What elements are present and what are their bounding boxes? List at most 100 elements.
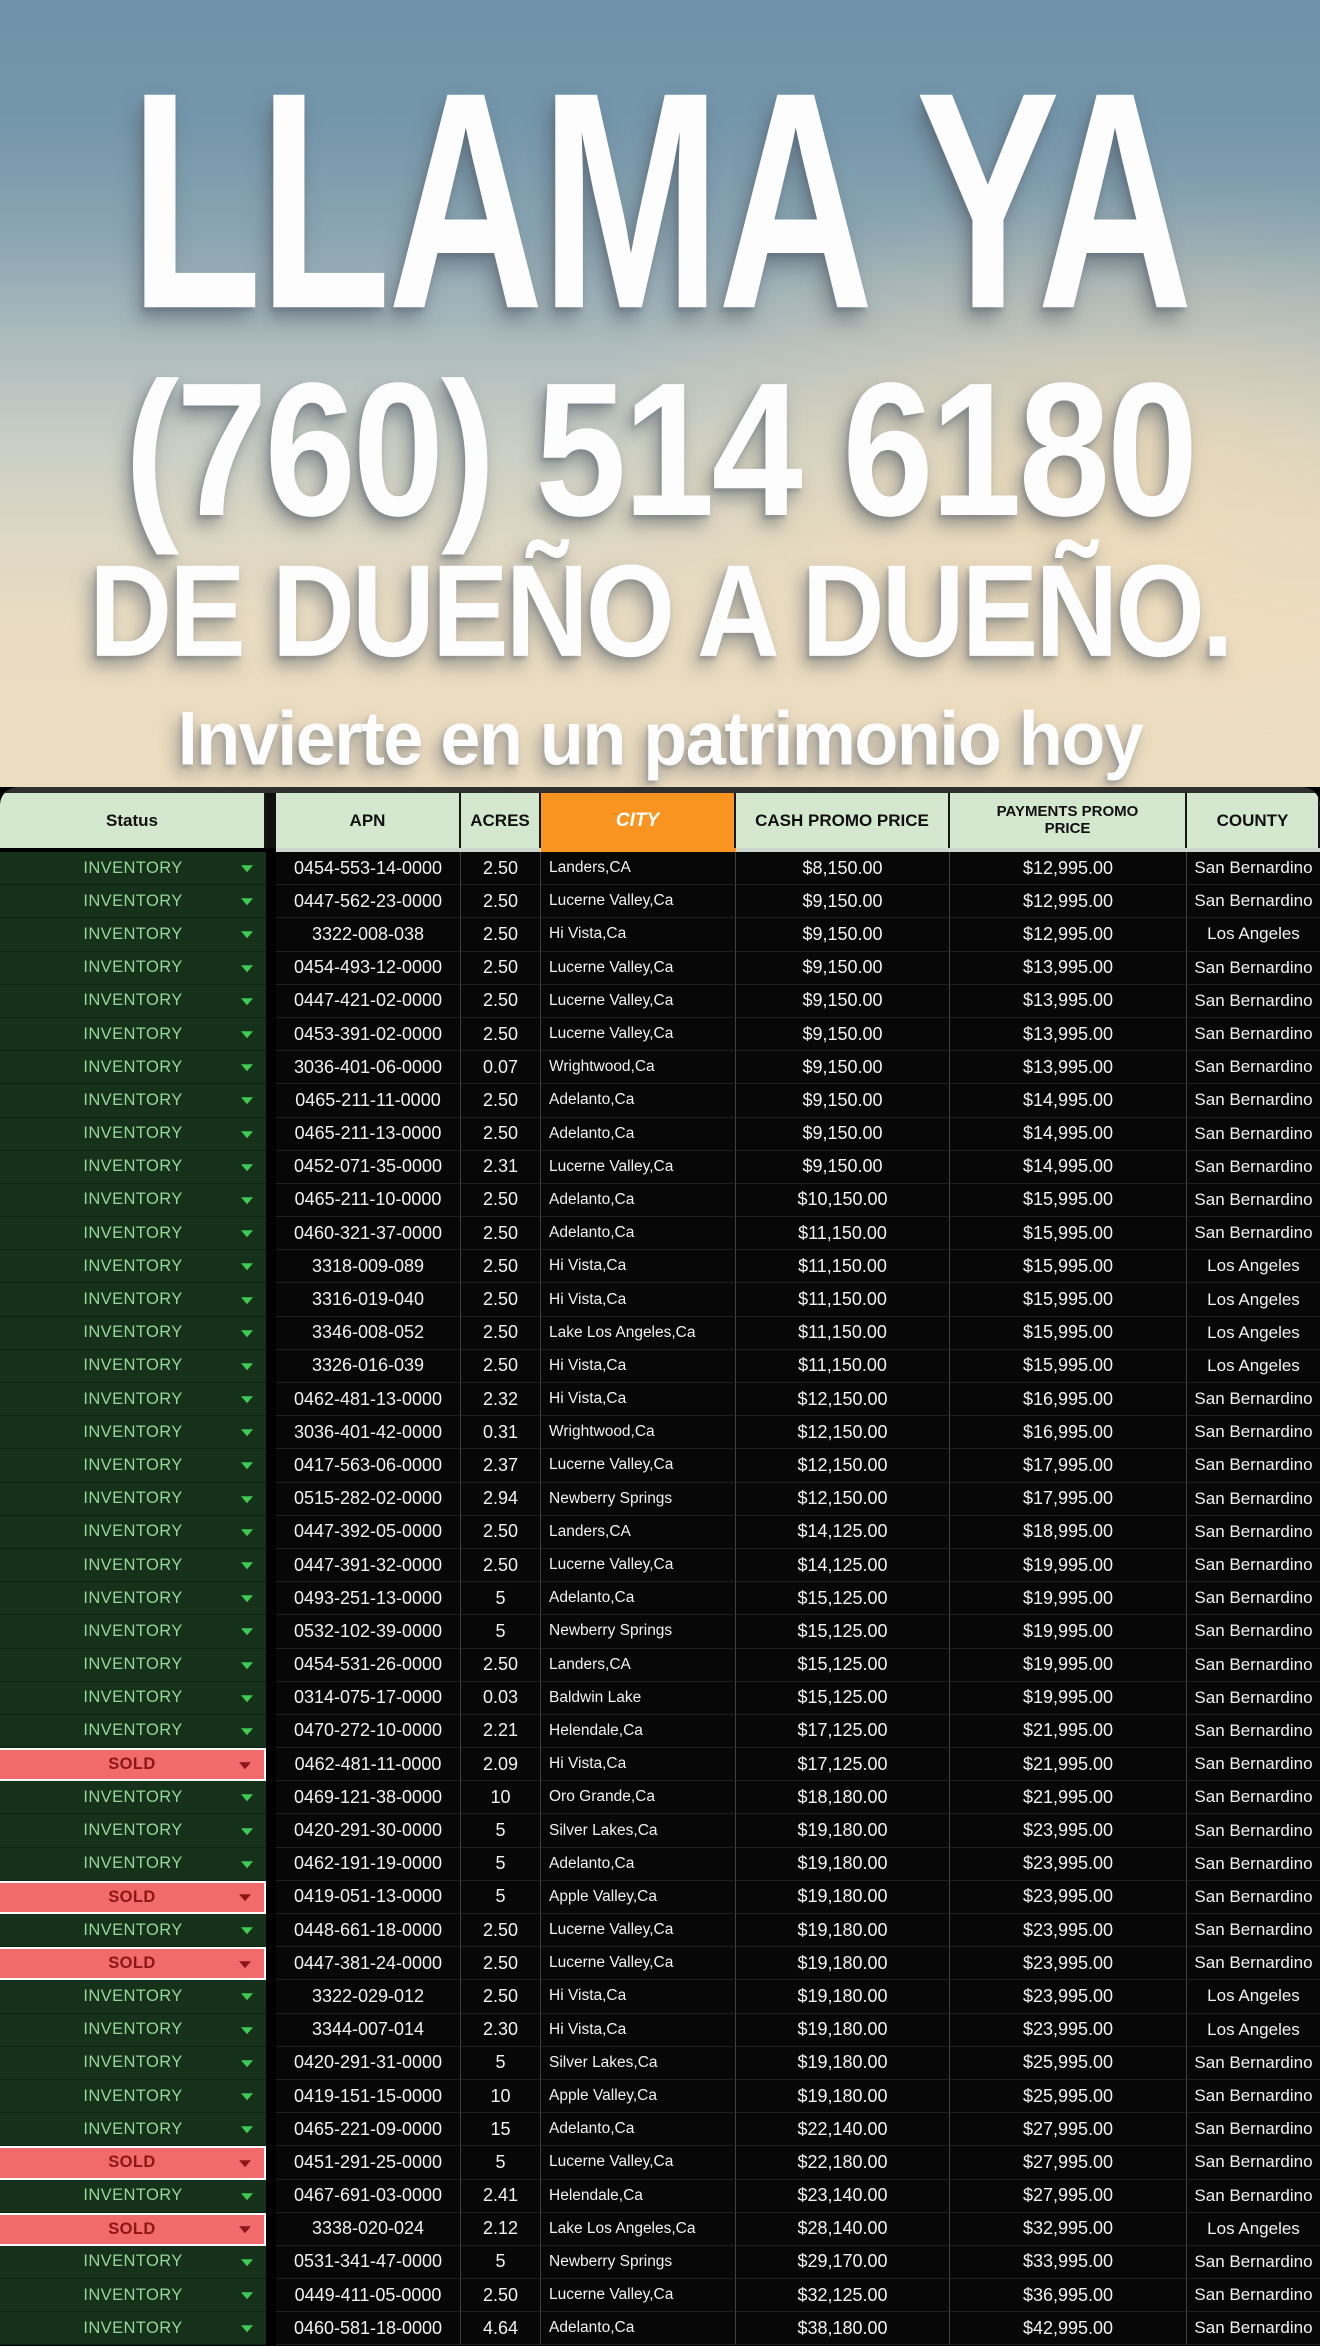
status-cell[interactable]: INVENTORY [0,2046,266,2080]
status-cell[interactable]: INVENTORY [0,1548,266,1583]
status-cell[interactable]: INVENTORY [0,1814,266,1848]
dropdown-arrow-icon[interactable] [241,1728,253,1736]
status-cell[interactable]: INVENTORY [0,1582,266,1616]
dropdown-arrow-icon[interactable] [241,865,253,873]
dropdown-arrow-icon[interactable] [241,1661,253,1669]
status-cell[interactable]: SOLD [0,1748,266,1782]
status-cell[interactable]: INVENTORY [0,951,266,985]
dropdown-arrow-icon[interactable] [239,2226,251,2234]
dropdown-arrow-icon[interactable] [241,2292,253,2300]
status-cell[interactable]: INVENTORY [0,1283,266,1317]
dropdown-arrow-icon[interactable] [241,1031,253,1039]
dropdown-arrow-icon[interactable] [241,2126,253,2134]
status-cell[interactable]: INVENTORY [0,1449,266,1483]
column-header-status[interactable]: Status [0,793,266,848]
column-header-cash-promo-price[interactable]: CASH PROMO PRICE [736,793,950,848]
dropdown-arrow-icon[interactable] [239,1761,251,1769]
status-cell[interactable]: INVENTORY [0,1648,266,1682]
status-cell[interactable]: INVENTORY [0,1117,266,1151]
status-cell[interactable]: INVENTORY [0,1183,266,1218]
status-cell[interactable]: INVENTORY [0,1515,266,1549]
status-cell[interactable]: INVENTORY [0,1150,266,1184]
status-cell[interactable]: INVENTORY [0,1217,266,1251]
dropdown-arrow-icon[interactable] [241,1296,253,1304]
status-cell[interactable]: INVENTORY [0,984,266,1018]
status-cell[interactable]: SOLD [0,2212,266,2246]
status-cell[interactable]: INVENTORY [0,2179,266,2213]
dropdown-arrow-icon[interactable] [241,2192,253,2200]
dropdown-arrow-icon[interactable] [241,1927,253,1935]
dropdown-arrow-icon[interactable] [241,898,253,906]
dropdown-arrow-icon[interactable] [241,1860,253,1868]
status-cell[interactable]: INVENTORY [0,1250,266,1284]
dropdown-arrow-icon[interactable] [241,1130,253,1138]
status-cell[interactable]: INVENTORY [0,1482,266,1516]
dropdown-arrow-icon[interactable] [241,1694,253,1702]
cash-promo-price-cell: $29,170.00 [736,2245,950,2280]
dropdown-arrow-icon[interactable] [241,1827,253,1835]
status-cell[interactable]: INVENTORY [0,2079,266,2114]
status-cell[interactable]: INVENTORY [0,2312,266,2346]
dropdown-arrow-icon[interactable] [241,1993,253,2001]
dropdown-arrow-icon[interactable] [241,2259,253,2267]
dropdown-arrow-icon[interactable] [241,2325,253,2333]
dropdown-arrow-icon[interactable] [241,1363,253,1371]
dropdown-arrow-icon[interactable] [241,1064,253,1072]
status-cell[interactable]: INVENTORY [0,1349,266,1383]
dropdown-arrow-icon[interactable] [241,1263,253,1271]
status-cell[interactable]: INVENTORY [0,1383,266,1417]
status-cell[interactable]: INVENTORY [0,2113,266,2147]
dropdown-arrow-icon[interactable] [239,1894,251,1902]
dropdown-arrow-icon[interactable] [241,1628,253,1636]
status-cell[interactable]: INVENTORY [0,1914,266,1948]
status-cell[interactable]: INVENTORY [0,2245,266,2280]
status-cell[interactable]: INVENTORY [0,1980,266,2014]
status-cell[interactable]: SOLD [0,1880,266,1914]
frozen-pane-divider [266,1017,276,1052]
dropdown-arrow-icon[interactable] [241,2026,253,2034]
dropdown-arrow-icon[interactable] [241,1794,253,1802]
dropdown-arrow-icon[interactable] [241,1163,253,1171]
dropdown-arrow-icon[interactable] [241,1230,253,1238]
column-header-acres[interactable]: ACRES [461,793,541,848]
status-cell[interactable]: INVENTORY [0,1714,266,1749]
status-cell[interactable]: INVENTORY [0,1316,266,1350]
status-cell[interactable]: INVENTORY [0,1017,266,1052]
dropdown-arrow-icon[interactable] [241,964,253,972]
county-cell: San Bernardino [1187,2245,1320,2280]
status-cell[interactable]: INVENTORY [0,885,266,919]
dropdown-arrow-icon[interactable] [241,1529,253,1537]
status-cell[interactable]: INVENTORY [0,2013,266,2047]
column-header-apn[interactable]: APN [276,793,461,848]
column-header-county[interactable]: COUNTY [1187,793,1320,848]
column-header-payments-promo-price[interactable]: PAYMENTS PROMO PRICE [950,793,1187,848]
dropdown-arrow-icon[interactable] [241,1495,253,1503]
column-header-city[interactable]: CITY [541,793,736,848]
dropdown-arrow-icon[interactable] [241,1197,253,1205]
status-cell[interactable]: SOLD [0,1947,266,1981]
status-cell[interactable]: INVENTORY [0,918,266,952]
status-cell[interactable]: INVENTORY [0,1615,266,1649]
status-cell[interactable]: INVENTORY [0,1847,266,1881]
dropdown-arrow-icon[interactable] [241,1329,253,1337]
status-cell[interactable]: INVENTORY [0,1781,266,1815]
status-cell[interactable]: INVENTORY [0,1084,266,1118]
dropdown-arrow-icon[interactable] [241,1595,253,1603]
status-cell[interactable]: INVENTORY [0,2279,266,2313]
status-cell[interactable]: INVENTORY [0,1051,266,1085]
status-cell[interactable]: INVENTORY [0,1681,266,1715]
dropdown-arrow-icon[interactable] [241,1429,253,1437]
dropdown-arrow-icon[interactable] [241,931,253,939]
dropdown-arrow-icon[interactable] [239,1960,251,1968]
dropdown-arrow-icon[interactable] [241,1562,253,1570]
status-cell[interactable]: INVENTORY [0,1416,266,1450]
status-cell[interactable]: INVENTORY [0,852,266,886]
dropdown-arrow-icon[interactable] [241,998,253,1006]
dropdown-arrow-icon[interactable] [241,2060,253,2068]
dropdown-arrow-icon[interactable] [241,2093,253,2101]
status-cell[interactable]: SOLD [0,2146,266,2180]
dropdown-arrow-icon[interactable] [241,1462,253,1470]
dropdown-arrow-icon[interactable] [239,2160,251,2168]
dropdown-arrow-icon[interactable] [241,1097,253,1105]
dropdown-arrow-icon[interactable] [241,1396,253,1404]
